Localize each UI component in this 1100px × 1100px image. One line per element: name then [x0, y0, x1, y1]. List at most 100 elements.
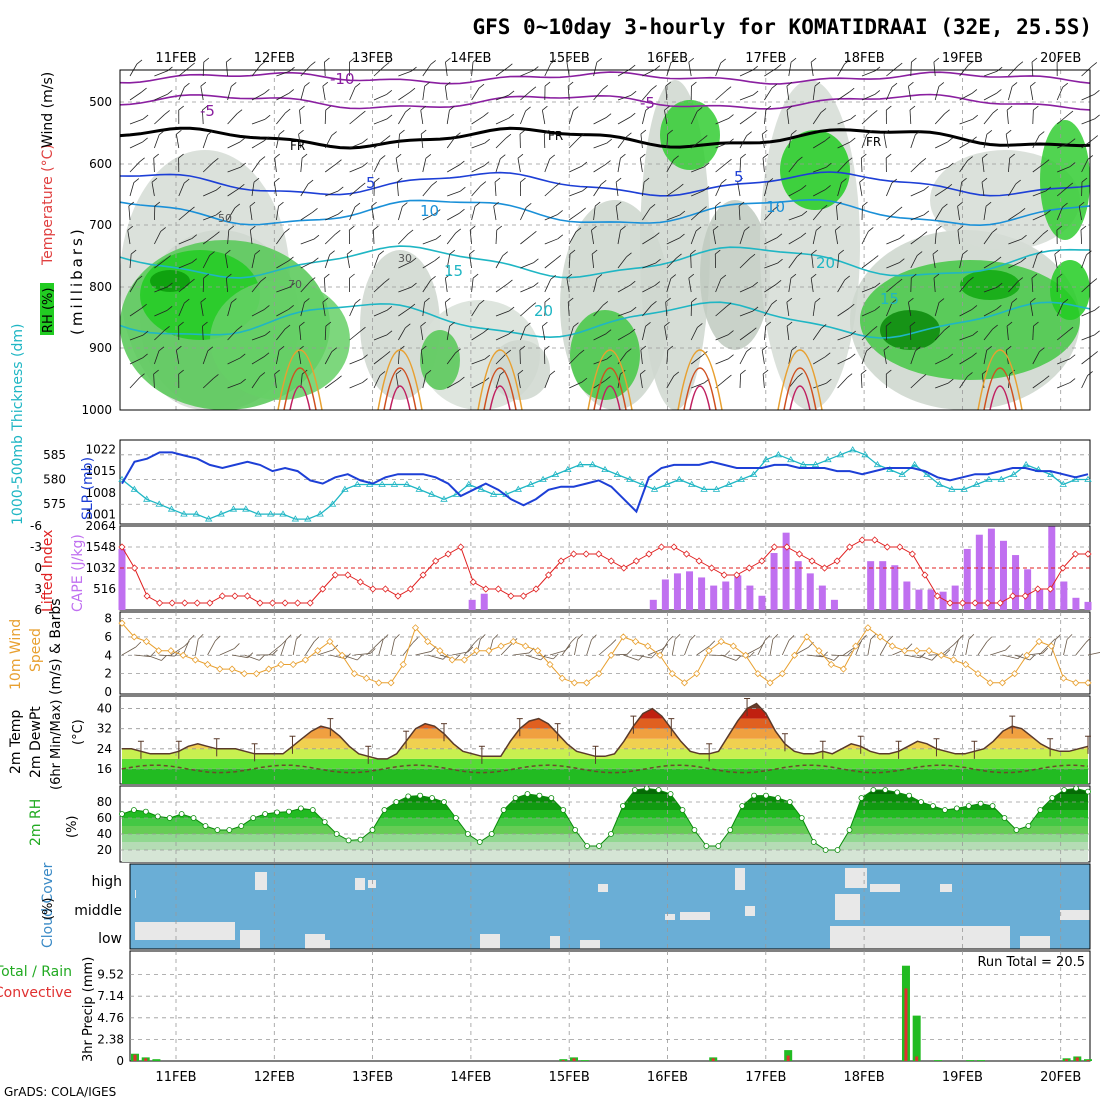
wind-barb-flag	[786, 81, 793, 87]
rh2m-marker	[1025, 823, 1032, 829]
wind-barb-flag	[360, 326, 366, 332]
wind-barb	[129, 377, 140, 389]
wind-barb-flag	[472, 57, 479, 63]
wind-barb	[276, 232, 285, 245]
wind-barb	[129, 334, 144, 341]
cape-bar	[975, 534, 983, 610]
wind-barb-flag	[153, 369, 159, 375]
y-tick-label: 16	[97, 762, 112, 776]
thickness-marker	[700, 485, 708, 492]
wind-barb-flag	[1094, 114, 1100, 120]
cloud-gap	[870, 884, 900, 892]
wind-barb-flag	[728, 114, 734, 119]
wind10-marker	[411, 624, 420, 632]
wind-barb-flag	[434, 256, 440, 261]
wind-barb-flag	[746, 131, 752, 136]
cloud-gap	[135, 922, 235, 940]
wind-barb	[298, 350, 302, 365]
wind-barb	[154, 231, 162, 245]
wind-barb	[593, 164, 606, 173]
temp2m-label-1: 2m Temp	[8, 710, 24, 774]
wind-barb	[324, 163, 337, 173]
li-marker	[607, 557, 615, 565]
wind10-marker	[204, 660, 212, 669]
wind-barb	[494, 182, 497, 197]
temp2m-minmax-bars	[137, 698, 1091, 764]
wind-barb-flag	[469, 225, 476, 231]
wind-barb	[934, 113, 945, 125]
wind-barb-flag	[932, 249, 939, 255]
rh2m-marker	[775, 795, 781, 801]
wind-barb	[1081, 375, 1089, 389]
wind-barb-flag	[542, 105, 548, 111]
temp2m-label-3: (6hr Min/Max)	[49, 700, 64, 790]
temperature-contour	[119, 93, 1091, 111]
wind-barb-flag	[544, 297, 551, 303]
wind-barb-flag	[483, 112, 489, 117]
wind-barb-flag	[971, 352, 977, 358]
wind10-marker	[558, 674, 566, 682]
wind10-barb-flag	[887, 635, 894, 642]
cape-bar	[480, 593, 488, 610]
wind-barb-flag	[405, 107, 411, 113]
rh-blob	[570, 310, 640, 400]
wind-barb	[935, 141, 948, 149]
wind10-marker	[913, 647, 921, 655]
wind-barb	[935, 166, 949, 173]
wind-barb-flag	[846, 373, 853, 379]
wind-barb	[274, 182, 277, 197]
wind-barb-flag	[1031, 57, 1038, 63]
surface-temp-contour	[789, 385, 811, 411]
wind-barb	[764, 237, 778, 245]
wind-barb	[178, 238, 192, 245]
wind-barb-flag	[549, 370, 556, 376]
wind-barb-flag	[384, 135, 391, 140]
li-marker	[394, 592, 402, 600]
li-marker	[519, 592, 528, 600]
wind10-marker	[326, 637, 334, 646]
wind-barb-flag	[985, 201, 992, 207]
wind-barb-flag	[362, 138, 368, 144]
wind-barb-flag	[800, 232, 807, 238]
cape-bar	[879, 561, 887, 610]
rh2m-marker	[178, 811, 185, 817]
wind-barb-flag	[972, 330, 978, 336]
rh2m-marker	[584, 843, 591, 849]
wind-barb	[593, 278, 598, 293]
wind-barb	[934, 86, 940, 101]
wind-barb	[883, 134, 887, 149]
wind-barb-flag	[820, 324, 827, 329]
wind-barb-flag	[362, 162, 368, 167]
li-marker	[795, 550, 804, 558]
wind-barb-flag	[1054, 249, 1061, 255]
surface-temp-contour	[783, 367, 817, 411]
wind-barb	[910, 61, 912, 77]
wind-barb	[837, 307, 850, 317]
wind-barb	[934, 329, 946, 341]
wind-barb	[373, 159, 381, 173]
wind10-barb-flag	[958, 634, 964, 641]
wind-barb	[325, 190, 339, 197]
wind-barb-flag	[249, 201, 256, 207]
rh2m-marker	[381, 807, 388, 813]
wind-barb-flag	[334, 229, 341, 235]
wind10-barb-flag	[1005, 644, 1011, 651]
wind-barb-flag	[178, 153, 184, 159]
wind-barb	[910, 235, 923, 245]
wind-barb	[398, 286, 412, 293]
cape-bar	[782, 532, 790, 610]
wind-barb-flag	[971, 136, 977, 142]
date-axis-top: 11FEB 12FEB 13FEB 14FEB 15FEB 16FEB 17FEB 18FEB…	[155, 51, 1081, 66]
date-label-top: 20FEB	[1040, 51, 1081, 66]
rh-blob	[780, 130, 850, 210]
wind-barb-flag	[752, 65, 758, 71]
wind-barb-flag	[667, 129, 673, 135]
wind-barb-flag	[581, 377, 588, 383]
wind-barb-flag	[550, 274, 556, 280]
li-marker	[457, 543, 465, 551]
wind-barb-flag	[386, 90, 393, 95]
wind-barb-flag	[234, 203, 241, 209]
wind-barb	[1032, 135, 1040, 149]
wind-barb	[935, 357, 948, 365]
